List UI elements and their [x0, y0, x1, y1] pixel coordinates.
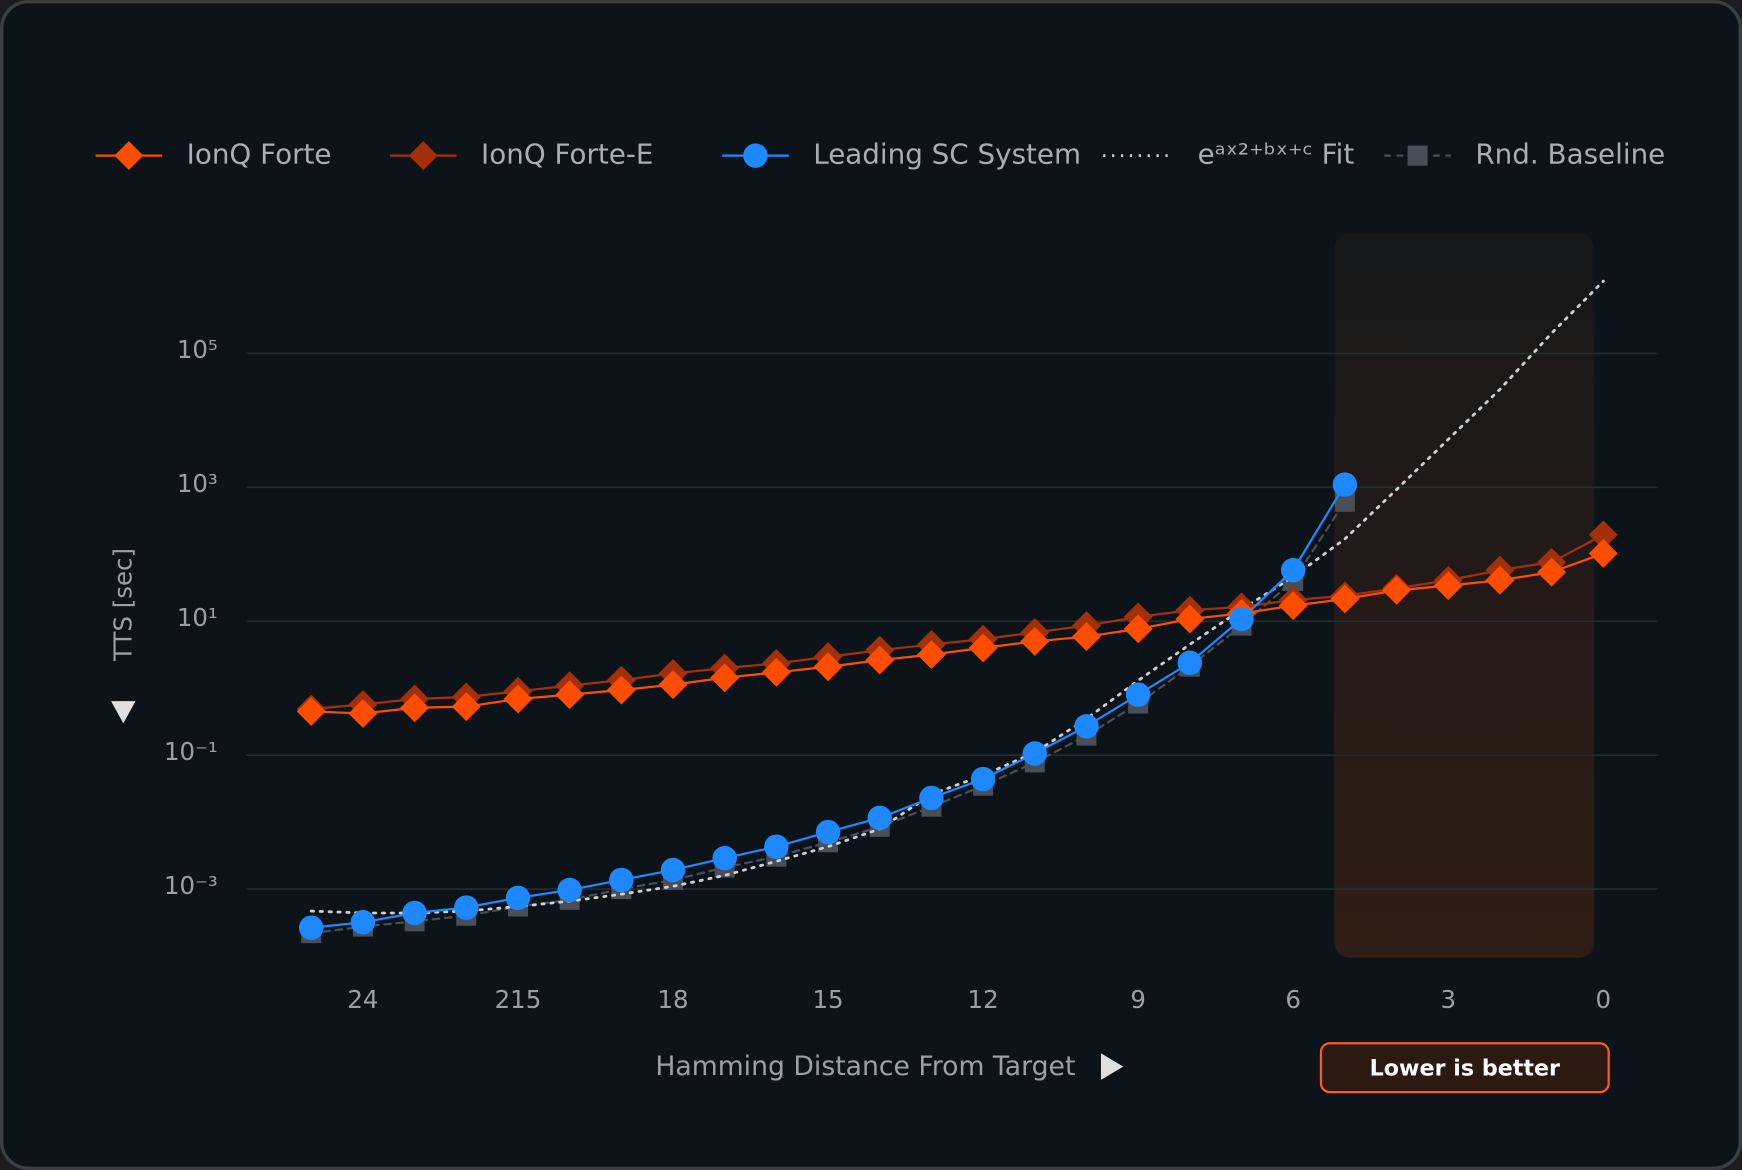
circle-marker	[1177, 650, 1203, 675]
x-tick-label: 24	[347, 985, 378, 1014]
diamond-marker	[1123, 614, 1153, 644]
x-tick-label: 18	[657, 985, 688, 1014]
x-tick-label: 12	[968, 985, 999, 1014]
y-axis-label: TTS [sec]	[108, 548, 137, 662]
diamond-marker	[1278, 591, 1308, 621]
diamond-marker	[761, 657, 791, 687]
x-tick-label: 215	[495, 985, 542, 1014]
diamond-marker	[1175, 604, 1205, 634]
diamond-marker	[865, 645, 895, 675]
circle-marker	[815, 819, 841, 845]
x-tick-label: 15	[813, 985, 844, 1014]
diamond-marker	[400, 693, 430, 723]
diamond-marker	[1537, 557, 1567, 587]
diamond-marker	[1382, 575, 1412, 605]
circle-marker	[867, 805, 892, 831]
y-tick-label: 10⁻¹	[164, 737, 218, 766]
diamond-marker	[813, 652, 843, 682]
diamond-marker	[503, 684, 533, 714]
circle-marker	[1074, 714, 1099, 739]
highlight-region	[1334, 233, 1595, 958]
diamond-marker	[1485, 565, 1515, 595]
diamond-marker	[114, 141, 144, 171]
square-marker	[1407, 145, 1428, 166]
diamond-marker	[1020, 626, 1050, 656]
circle-marker	[1332, 472, 1358, 497]
y-tick-label: 10³	[177, 469, 218, 498]
right-arrow	[1100, 1053, 1124, 1080]
diamond-marker	[606, 675, 636, 705]
y-tick-label: 10⁻³	[164, 871, 218, 900]
diamond-marker	[296, 696, 326, 726]
diamond-marker	[1072, 622, 1101, 652]
y-tick-label: 10¹	[177, 603, 218, 632]
circle-marker	[919, 785, 944, 811]
circle-marker	[1229, 606, 1254, 632]
x-tick-label: 9	[1130, 985, 1146, 1014]
circle-marker	[402, 900, 427, 926]
legend-label: IonQ Forte-E	[481, 138, 653, 171]
circle-marker	[660, 857, 686, 883]
legend-label: eᵃˣ²⁺ᵇˣ⁺ᶜ Fit	[1198, 138, 1355, 171]
diamond-marker	[555, 680, 585, 710]
circle-marker	[609, 867, 634, 893]
x-tick-label: 0	[1596, 985, 1612, 1014]
legend-label: IonQ Forte	[187, 138, 332, 171]
circle-marker	[970, 766, 996, 792]
circle-marker	[764, 834, 789, 859]
circle-marker	[505, 885, 531, 911]
diamond-marker	[1330, 584, 1360, 614]
diamond-marker	[658, 670, 688, 700]
diamond-marker	[451, 692, 481, 722]
circle-marker	[743, 143, 768, 168]
legend-label: Rnd. Baseline	[1475, 138, 1665, 171]
circle-marker	[1125, 682, 1151, 707]
down-arrow	[111, 701, 136, 724]
annotation: Lower is better	[1370, 1055, 1560, 1081]
circle-marker	[1280, 557, 1306, 583]
y-tick-label: 10⁵	[177, 335, 218, 364]
annotation-badge	[1319, 1042, 1610, 1094]
diamond-marker	[408, 141, 438, 171]
circle-marker	[350, 910, 376, 935]
circle-marker	[299, 915, 324, 940]
diamond-marker	[710, 663, 740, 693]
circle-marker	[1022, 741, 1048, 766]
square-marker	[1334, 491, 1355, 512]
x-axis-label: Hamming Distance From Target	[655, 1051, 1075, 1082]
x-tick-label: 6	[1285, 985, 1301, 1014]
diamond-marker	[1588, 538, 1618, 568]
diamond-marker	[916, 640, 946, 670]
circle-marker	[454, 895, 479, 920]
diamond-marker	[968, 633, 998, 663]
circle-marker	[557, 877, 582, 903]
diamond-marker	[1433, 571, 1463, 601]
diamond-marker	[1588, 520, 1618, 550]
x-tick-label: 3	[1440, 985, 1456, 1014]
legend-label: Leading SC System	[813, 138, 1081, 171]
circle-marker	[712, 845, 737, 871]
